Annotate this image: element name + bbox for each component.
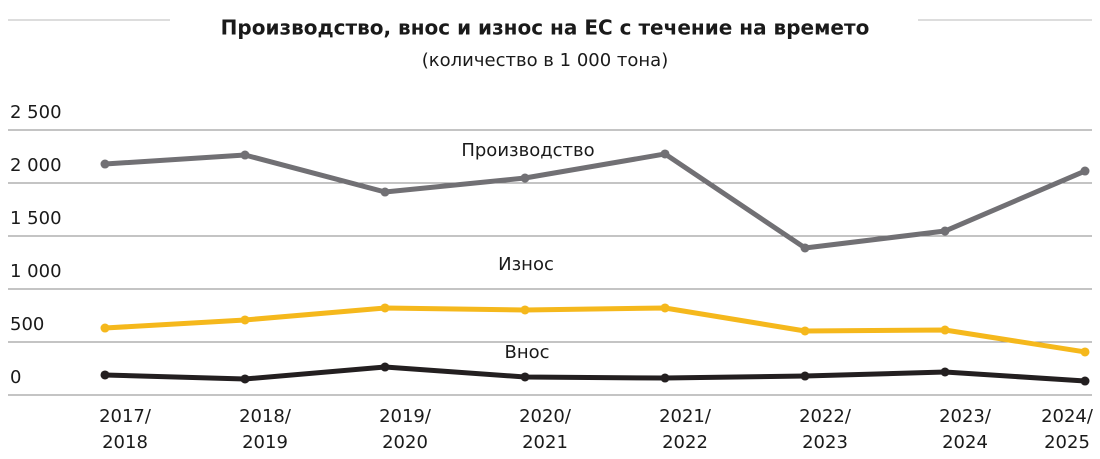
- point: [380, 362, 390, 372]
- series-label: Внос: [504, 342, 549, 363]
- point: [800, 243, 810, 253]
- y-tick-label: 0: [10, 367, 21, 388]
- x-tick-label: 2023/ 2024: [939, 406, 991, 453]
- point: [660, 373, 670, 383]
- series-label: Производство: [461, 140, 594, 161]
- chart-title: Производство, внос и износ на ЕС с течен…: [221, 16, 870, 40]
- y-tick-label: 2 500: [10, 102, 62, 123]
- point: [240, 374, 250, 384]
- point: [380, 303, 390, 313]
- series-line: [104, 364, 1086, 384]
- point: [800, 371, 810, 381]
- series-line: [104, 305, 1086, 355]
- point: [100, 370, 110, 380]
- x-tick-label: 2024/ 2025: [1041, 406, 1093, 453]
- y-tick-label: 1 000: [10, 261, 62, 282]
- x-tick-label: 2022/ 2023: [799, 406, 851, 453]
- series-line: [104, 151, 1086, 251]
- x-tick-label: 2021/ 2022: [659, 406, 711, 453]
- chart-subtitle: (количество в 1 000 тона): [422, 50, 668, 71]
- point: [520, 372, 530, 382]
- x-tick-label: 2018/ 2019: [239, 406, 291, 453]
- point: [240, 150, 250, 160]
- point: [520, 305, 530, 315]
- point: [100, 159, 110, 169]
- point: [1080, 376, 1090, 386]
- point: [940, 367, 950, 377]
- point: [940, 226, 950, 236]
- point: [940, 325, 950, 335]
- point: [1080, 166, 1090, 176]
- point: [660, 303, 670, 313]
- series-label: Износ: [498, 254, 554, 275]
- point: [520, 173, 530, 183]
- y-tick-label: 2 000: [10, 155, 62, 176]
- y-tick-label: 1 500: [10, 208, 62, 229]
- x-tick-label: 2019/ 2020: [379, 406, 431, 453]
- y-tick-label: 500: [10, 314, 44, 335]
- point: [800, 326, 810, 336]
- x-tick-label: 2020/ 2021: [519, 406, 571, 453]
- x-tick-label: 2017/ 2018: [99, 406, 151, 453]
- point: [660, 149, 670, 159]
- point: [1080, 347, 1090, 357]
- point: [240, 315, 250, 325]
- point: [380, 187, 390, 197]
- point: [100, 323, 110, 333]
